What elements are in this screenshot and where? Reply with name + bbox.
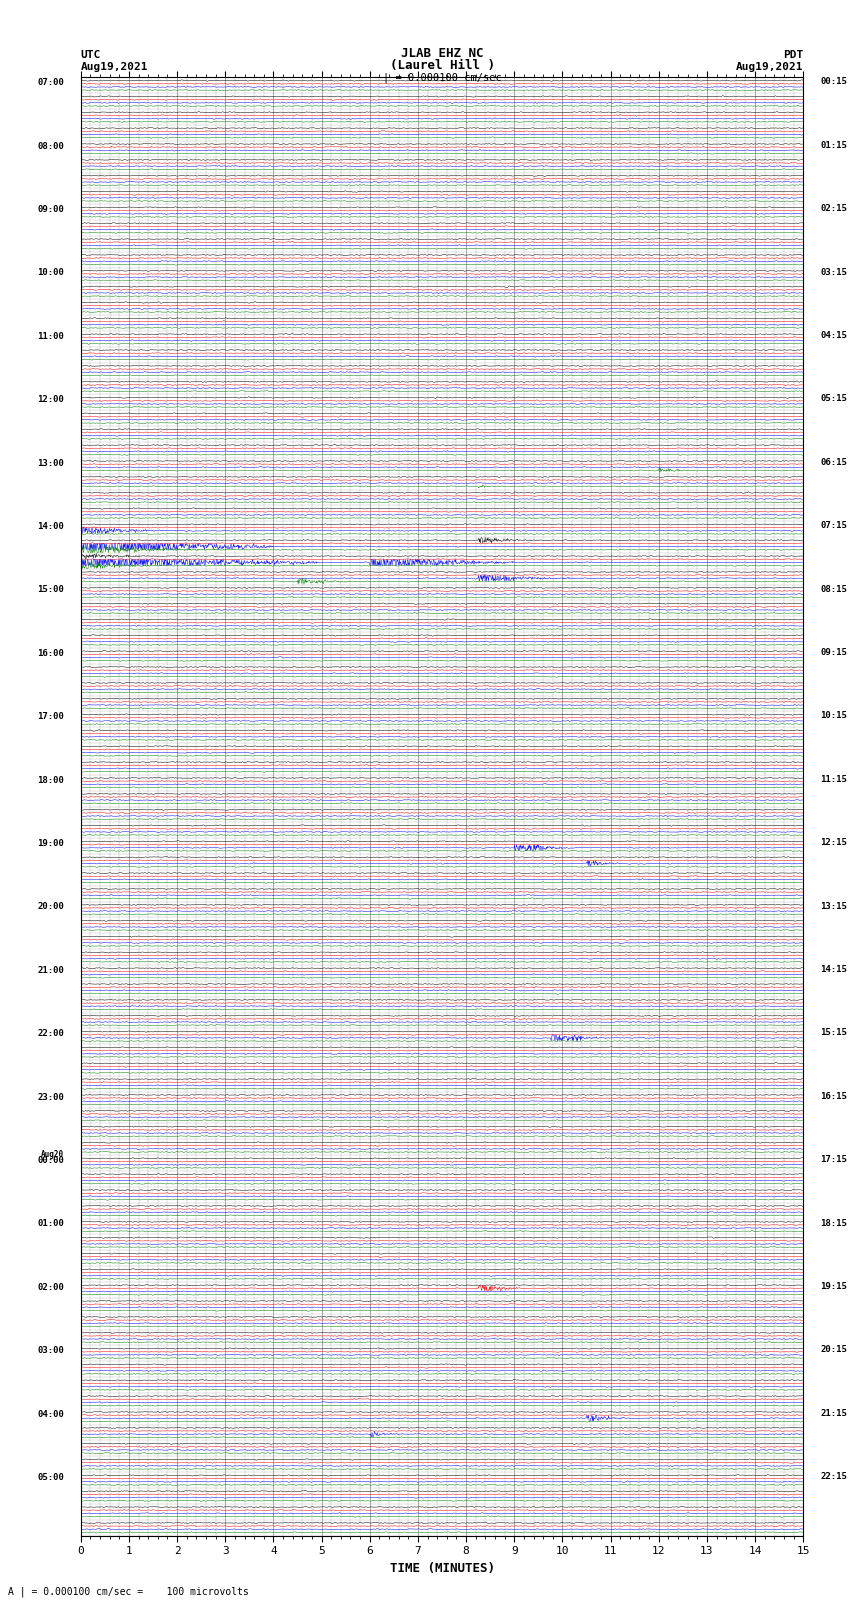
Text: 22:15: 22:15 (820, 1473, 847, 1481)
Text: 08:15: 08:15 (820, 584, 847, 594)
Text: 15:15: 15:15 (820, 1029, 847, 1037)
Text: 16:15: 16:15 (820, 1092, 847, 1100)
Text: Aug19,2021: Aug19,2021 (81, 61, 148, 71)
Text: 14:00: 14:00 (37, 523, 64, 531)
Text: JLAB EHZ NC: JLAB EHZ NC (400, 47, 484, 60)
Text: 09:00: 09:00 (37, 205, 64, 215)
Text: Aug20: Aug20 (41, 1150, 64, 1158)
Text: 03:00: 03:00 (37, 1347, 64, 1355)
Text: A | = 0.000100 cm/sec =    100 microvolts: A | = 0.000100 cm/sec = 100 microvolts (8, 1586, 249, 1597)
Text: 09:15: 09:15 (820, 648, 847, 656)
Text: 10:15: 10:15 (820, 711, 847, 721)
Text: 11:00: 11:00 (37, 332, 64, 340)
Text: 02:15: 02:15 (820, 205, 847, 213)
Text: PDT: PDT (783, 50, 803, 60)
Text: 15:00: 15:00 (37, 586, 64, 595)
Text: 21:00: 21:00 (37, 966, 64, 974)
Text: 22:00: 22:00 (37, 1029, 64, 1039)
Text: 20:15: 20:15 (820, 1345, 847, 1355)
Text: UTC: UTC (81, 50, 101, 60)
Text: 08:00: 08:00 (37, 142, 64, 150)
Text: 12:00: 12:00 (37, 395, 64, 405)
Text: 17:15: 17:15 (820, 1155, 847, 1165)
Text: 21:15: 21:15 (820, 1408, 847, 1418)
Text: 04:15: 04:15 (820, 331, 847, 340)
Text: 03:15: 03:15 (820, 268, 847, 276)
Text: 02:00: 02:00 (37, 1282, 64, 1292)
Text: 23:00: 23:00 (37, 1092, 64, 1102)
Text: 20:00: 20:00 (37, 902, 64, 911)
Text: 19:15: 19:15 (820, 1282, 847, 1290)
Text: | = 0.000100 cm/sec: | = 0.000100 cm/sec (382, 73, 501, 82)
Text: 00:00: 00:00 (37, 1157, 64, 1165)
Text: 13:00: 13:00 (37, 458, 64, 468)
Text: 18:15: 18:15 (820, 1218, 847, 1227)
Text: 13:15: 13:15 (820, 902, 847, 911)
Text: 01:00: 01:00 (37, 1219, 64, 1229)
Text: 05:00: 05:00 (37, 1473, 64, 1482)
Text: 10:00: 10:00 (37, 268, 64, 277)
Text: 01:15: 01:15 (820, 140, 847, 150)
Text: Aug19,2021: Aug19,2021 (736, 61, 803, 71)
Text: 07:15: 07:15 (820, 521, 847, 531)
Text: 00:15: 00:15 (820, 77, 847, 87)
Text: 05:15: 05:15 (820, 395, 847, 403)
Text: (Laurel Hill ): (Laurel Hill ) (389, 58, 495, 71)
Text: 16:00: 16:00 (37, 648, 64, 658)
Text: 17:00: 17:00 (37, 713, 64, 721)
X-axis label: TIME (MINUTES): TIME (MINUTES) (389, 1561, 495, 1574)
Text: 14:15: 14:15 (820, 965, 847, 974)
Text: 12:15: 12:15 (820, 839, 847, 847)
Text: 04:00: 04:00 (37, 1410, 64, 1418)
Text: 18:00: 18:00 (37, 776, 64, 784)
Text: 07:00: 07:00 (37, 77, 64, 87)
Text: 06:15: 06:15 (820, 458, 847, 466)
Text: 19:00: 19:00 (37, 839, 64, 848)
Text: 11:15: 11:15 (820, 774, 847, 784)
